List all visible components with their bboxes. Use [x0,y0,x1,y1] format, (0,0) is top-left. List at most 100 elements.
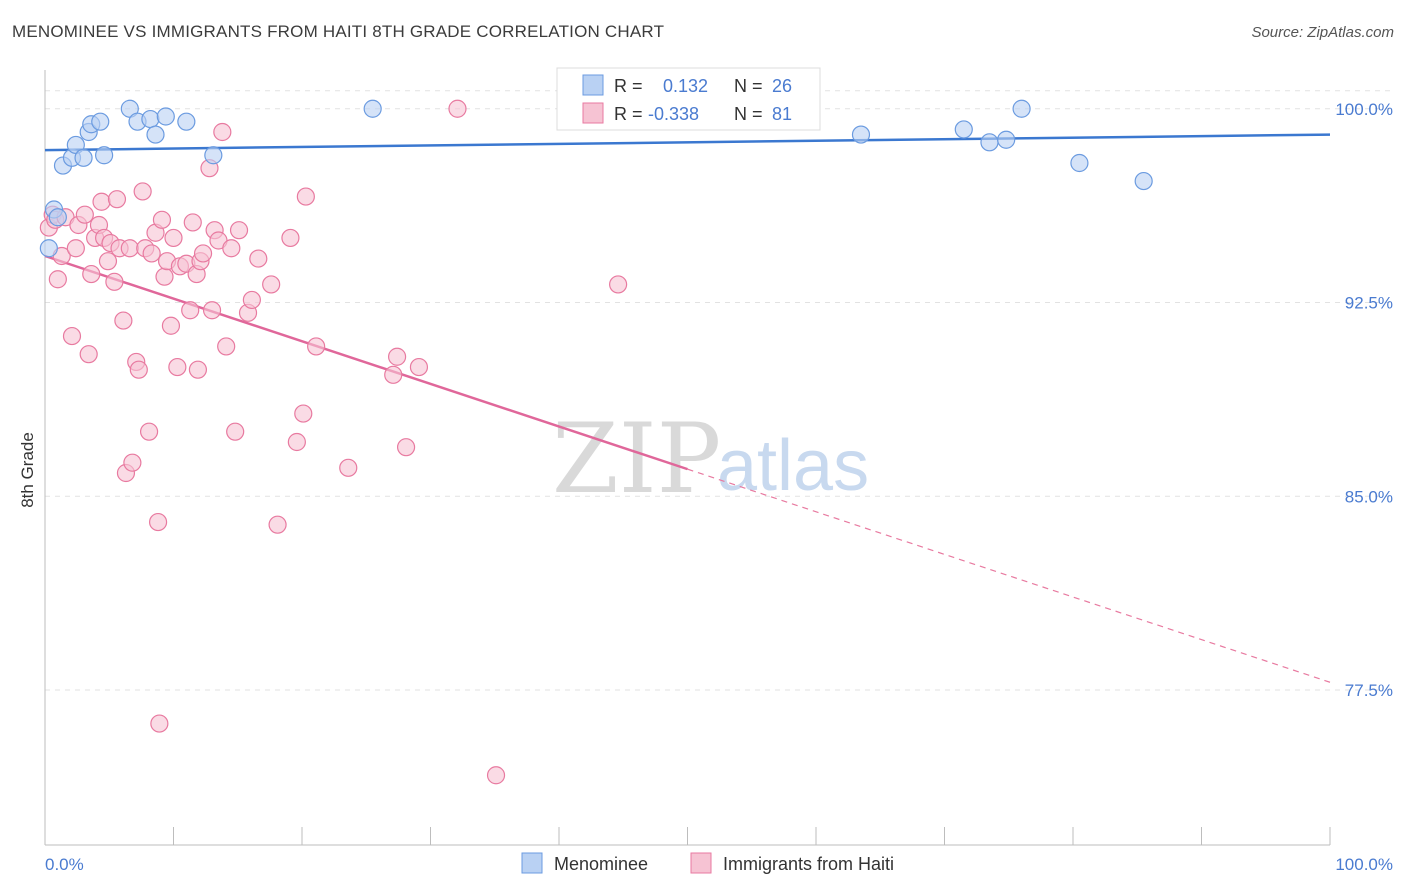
point-haiti [202,301,222,320]
point-haiti [242,290,261,310]
point-haiti [181,301,200,320]
point-haiti [222,239,241,258]
point-menominee [177,112,196,131]
point-haiti [193,244,213,263]
trend-line-menominee [44,133,1331,152]
point-haiti [213,122,232,142]
chart-title: MENOMINEE VS IMMIGRANTS FROM HAITI 8TH G… [12,22,665,41]
point-haiti [79,345,98,364]
source-note: Source: ZipAtlas.com [1251,24,1394,41]
x-tick-labels: 0.0% 100.0% [45,855,1393,874]
point-haiti [142,244,161,263]
bottom-legend-label-menominee: Menominee [554,854,648,874]
trend-line-haiti-extension [687,468,1331,683]
point-haiti [168,357,187,377]
legend-swatch-haiti [582,102,604,124]
point-haiti [62,326,82,346]
point-haiti [155,267,174,286]
point-haiti [66,239,85,258]
point-haiti [396,438,416,457]
point-menominee [363,99,382,118]
y-tick-labels: 77.5% 85.0% 92.5% 100.0% [1335,100,1393,700]
point-menominee [997,130,1016,149]
point-menominee [39,239,58,258]
bottom-legend-swatch-menominee [521,852,543,874]
point-menominee [48,208,67,227]
point-haiti [281,228,300,248]
point-haiti [188,360,208,379]
legend-n-value-2: 81 [772,104,792,124]
y-tick-label: 77.5% [1345,681,1393,700]
bottom-legend: Menominee Immigrants from Haiti [521,852,894,874]
y-tick-label: 85.0% [1345,487,1393,506]
point-haiti [387,347,407,366]
bottom-legend-label-haiti: Immigrants from Haiti [723,854,894,874]
point-haiti [139,422,159,441]
point-haiti [129,360,148,379]
point-haiti [249,249,268,268]
point-menominee [204,146,223,165]
legend-swatch-menominee [582,74,604,96]
point-haiti [98,252,118,271]
point-haiti [148,512,168,532]
point-menominee [156,107,175,126]
trend-lines [44,133,1331,683]
point-haiti [105,272,124,291]
point-haiti [296,187,315,206]
point-haiti [486,766,506,785]
point-menominee [1134,171,1153,191]
point-menominee [74,148,93,167]
point-haiti [287,432,306,452]
point-haiti [229,221,249,240]
watermark-zip: ZIP [552,403,721,515]
point-haiti [226,422,245,441]
point-menominee [1012,99,1031,118]
point-haiti [48,270,67,289]
gridlines [45,90,1395,691]
point-haiti [82,264,101,284]
point-haiti [161,316,181,335]
point-haiti [409,357,429,377]
x-tick-label: 0.0% [45,855,84,874]
y-axis-label: 8th Grade [18,432,37,508]
data-points [39,99,1153,785]
point-haiti [339,458,358,477]
point-haiti [75,205,94,224]
legend-r-label-2: R = [614,104,643,124]
legend-r-label-1: R = [614,76,643,96]
point-haiti [384,365,403,384]
watermark: ZIP atlas [552,403,869,515]
point-menominee [95,146,114,165]
legend-box: R = 0.132 N = 26 R = -0.338 N = 81 [556,67,821,131]
bottom-legend-swatch-haiti [690,852,712,874]
point-haiti [609,275,628,294]
point-haiti [262,275,281,294]
point-haiti [294,404,313,423]
trend-line-haiti [44,254,688,471]
point-haiti [217,337,236,356]
point-haiti [120,239,139,258]
x-tick-label: 100.0% [1335,855,1393,874]
legend-n-label-1: N = [734,76,763,96]
point-haiti [114,311,133,330]
point-haiti [448,99,467,118]
legend-r-value-2: -0.338 [648,104,699,124]
point-menominee [851,125,871,144]
point-haiti [150,714,169,733]
point-menominee [980,133,999,152]
point-menominee [91,112,110,131]
point-haiti [164,228,183,248]
point-menominee [1070,153,1089,173]
point-haiti [107,190,127,209]
point-menominee [954,120,973,139]
point-menominee [146,125,165,144]
y-tick-label: 100.0% [1335,100,1393,119]
watermark-atlas: atlas [717,426,869,506]
y-tick-label: 92.5% [1345,294,1393,313]
point-menominee [141,109,160,129]
point-haiti [183,213,202,232]
point-haiti [268,515,287,534]
point-haiti [307,337,326,356]
point-haiti [152,210,172,229]
